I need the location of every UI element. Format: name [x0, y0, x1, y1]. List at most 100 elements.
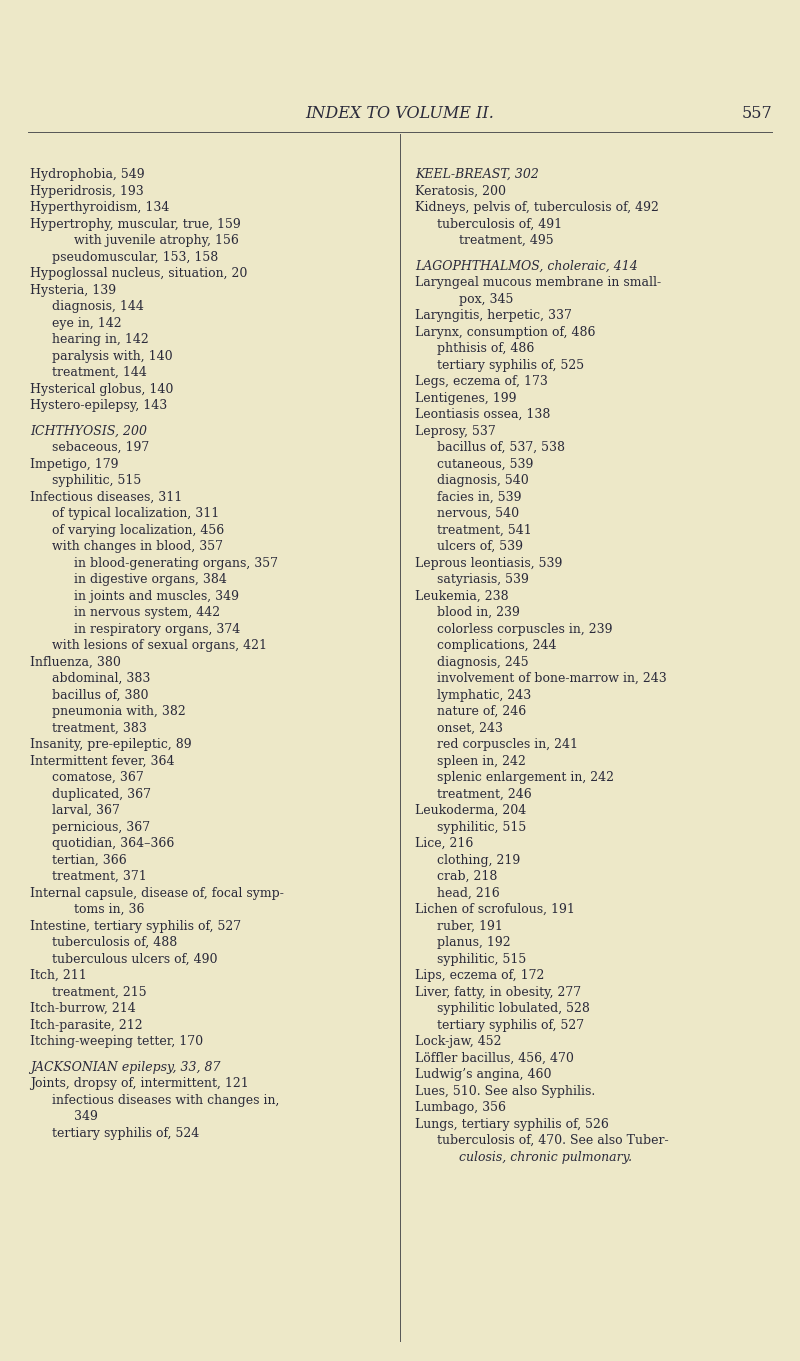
Text: quotidian, 364–366: quotidian, 364–366: [52, 837, 174, 851]
Text: Hysterical globus, 140: Hysterical globus, 140: [30, 382, 174, 396]
Text: tertian, 366: tertian, 366: [52, 853, 126, 867]
Text: treatment, 371: treatment, 371: [52, 870, 146, 883]
Text: ulcers of, 539: ulcers of, 539: [437, 540, 523, 553]
Text: phthisis of, 486: phthisis of, 486: [437, 342, 534, 355]
Text: Itch-burrow, 214: Itch-burrow, 214: [30, 1002, 136, 1015]
Text: ruber, 191: ruber, 191: [437, 920, 503, 932]
Text: Leprous leontiasis, 539: Leprous leontiasis, 539: [415, 557, 562, 569]
Text: cutaneous, 539: cutaneous, 539: [437, 457, 534, 471]
Text: colorless corpuscles in, 239: colorless corpuscles in, 239: [437, 622, 613, 636]
Text: planus, 192: planus, 192: [437, 936, 510, 949]
Text: crab, 218: crab, 218: [437, 870, 498, 883]
Text: toms in, 36: toms in, 36: [74, 904, 145, 916]
Text: splenic enlargement in, 242: splenic enlargement in, 242: [437, 772, 614, 784]
Text: Lice, 216: Lice, 216: [415, 837, 474, 851]
Text: treatment, 215: treatment, 215: [52, 985, 146, 999]
Text: bacillus of, 380: bacillus of, 380: [52, 689, 149, 701]
Text: syphilitic, 515: syphilitic, 515: [437, 953, 526, 965]
Text: Legs, eczema of, 173: Legs, eczema of, 173: [415, 376, 548, 388]
Text: Lumbago, 356: Lumbago, 356: [415, 1101, 506, 1115]
Text: larval, 367: larval, 367: [52, 804, 120, 817]
Text: Lues, 510. See also Syphilis.: Lues, 510. See also Syphilis.: [415, 1085, 595, 1097]
Text: Intermittent fever, 364: Intermittent fever, 364: [30, 754, 174, 768]
Text: Hypoglossal nucleus, situation, 20: Hypoglossal nucleus, situation, 20: [30, 267, 247, 280]
Text: ICHTHYOSIS, 200: ICHTHYOSIS, 200: [30, 425, 147, 438]
Text: treatment, 144: treatment, 144: [52, 366, 147, 378]
Text: sebaceous, 197: sebaceous, 197: [52, 441, 150, 455]
Text: involvement of bone-marrow in, 243: involvement of bone-marrow in, 243: [437, 672, 666, 685]
Text: with lesions of sexual organs, 421: with lesions of sexual organs, 421: [52, 640, 267, 652]
Text: Liver, fatty, in obesity, 277: Liver, fatty, in obesity, 277: [415, 985, 581, 999]
Text: tuberculosis of, 488: tuberculosis of, 488: [52, 936, 178, 949]
Text: Leprosy, 537: Leprosy, 537: [415, 425, 496, 438]
Text: Löffler bacillus, 456, 470: Löffler bacillus, 456, 470: [415, 1052, 574, 1064]
Text: diagnosis, 144: diagnosis, 144: [52, 299, 144, 313]
Text: Itch, 211: Itch, 211: [30, 969, 86, 983]
Text: Kidneys, pelvis of, tuberculosis of, 492: Kidneys, pelvis of, tuberculosis of, 492: [415, 201, 659, 214]
Text: onset, 243: onset, 243: [437, 721, 503, 735]
Text: complications, 244: complications, 244: [437, 640, 557, 652]
Text: infectious diseases with changes in,: infectious diseases with changes in,: [52, 1094, 279, 1106]
Text: spleen in, 242: spleen in, 242: [437, 754, 526, 768]
Text: Internal capsule, disease of, focal symp-: Internal capsule, disease of, focal symp…: [30, 886, 284, 900]
Text: with changes in blood, 357: with changes in blood, 357: [52, 540, 223, 553]
Text: KEEL-BREAST, 302: KEEL-BREAST, 302: [415, 167, 539, 181]
Text: of typical localization, 311: of typical localization, 311: [52, 508, 219, 520]
Text: diagnosis, 540: diagnosis, 540: [437, 474, 529, 487]
Text: comatose, 367: comatose, 367: [52, 772, 144, 784]
Text: Hypertrophy, muscular, true, 159: Hypertrophy, muscular, true, 159: [30, 218, 241, 230]
Text: Leukoderma, 204: Leukoderma, 204: [415, 804, 526, 817]
Text: Hyperthyroidism, 134: Hyperthyroidism, 134: [30, 201, 170, 214]
Text: paralysis with, 140: paralysis with, 140: [52, 350, 173, 362]
Text: Itch-parasite, 212: Itch-parasite, 212: [30, 1018, 142, 1032]
Text: hearing in, 142: hearing in, 142: [52, 333, 149, 346]
Text: Keratosis, 200: Keratosis, 200: [415, 185, 506, 197]
Text: Lips, eczema of, 172: Lips, eczema of, 172: [415, 969, 544, 983]
Text: tertiary syphilis of, 525: tertiary syphilis of, 525: [437, 358, 584, 372]
Text: pseudomuscular, 153, 158: pseudomuscular, 153, 158: [52, 250, 218, 264]
Text: red corpuscles in, 241: red corpuscles in, 241: [437, 738, 578, 751]
Text: clothing, 219: clothing, 219: [437, 853, 520, 867]
Text: in respiratory organs, 374: in respiratory organs, 374: [74, 622, 240, 636]
Text: Intestine, tertiary syphilis of, 527: Intestine, tertiary syphilis of, 527: [30, 920, 241, 932]
Text: diagnosis, 245: diagnosis, 245: [437, 656, 529, 668]
Text: LAGOPHTHALMOS, choleraic, 414: LAGOPHTHALMOS, choleraic, 414: [415, 260, 638, 272]
Text: of varying localization, 456: of varying localization, 456: [52, 524, 224, 536]
Text: with juvenile atrophy, 156: with juvenile atrophy, 156: [74, 234, 239, 246]
Text: Leontiasis ossea, 138: Leontiasis ossea, 138: [415, 408, 550, 421]
Text: nature of, 246: nature of, 246: [437, 705, 526, 719]
Text: head, 216: head, 216: [437, 886, 500, 900]
Text: duplicated, 367: duplicated, 367: [52, 788, 151, 800]
Text: bacillus of, 537, 538: bacillus of, 537, 538: [437, 441, 565, 455]
Text: Ludwig’s angina, 460: Ludwig’s angina, 460: [415, 1068, 551, 1081]
Text: Influenza, 380: Influenza, 380: [30, 656, 121, 668]
Text: JACKSONIAN epilepsy, 33, 87: JACKSONIAN epilepsy, 33, 87: [30, 1060, 221, 1074]
Text: tuberculosis of, 491: tuberculosis of, 491: [437, 218, 562, 230]
Text: Joints, dropsy of, intermittent, 121: Joints, dropsy of, intermittent, 121: [30, 1077, 249, 1090]
Text: Itching-weeping tetter, 170: Itching-weeping tetter, 170: [30, 1036, 203, 1048]
Text: pernicious, 367: pernicious, 367: [52, 821, 150, 833]
Text: abdominal, 383: abdominal, 383: [52, 672, 150, 685]
Text: culosis, chronic pulmonary.: culosis, chronic pulmonary.: [459, 1150, 632, 1164]
Text: in digestive organs, 384: in digestive organs, 384: [74, 573, 227, 587]
Text: Hyperidrosis, 193: Hyperidrosis, 193: [30, 185, 144, 197]
Text: syphilitic, 515: syphilitic, 515: [437, 821, 526, 833]
Text: lymphatic, 243: lymphatic, 243: [437, 689, 531, 701]
Text: Hystero-epilepsy, 143: Hystero-epilepsy, 143: [30, 399, 167, 412]
Text: eye in, 142: eye in, 142: [52, 317, 122, 329]
Text: tertiary syphilis of, 527: tertiary syphilis of, 527: [437, 1018, 584, 1032]
Text: INDEX TO VOLUME II.: INDEX TO VOLUME II.: [306, 105, 494, 121]
Text: tuberculous ulcers of, 490: tuberculous ulcers of, 490: [52, 953, 218, 965]
Text: Impetigo, 179: Impetigo, 179: [30, 457, 118, 471]
Text: satyriasis, 539: satyriasis, 539: [437, 573, 529, 587]
Text: syphilitic, 515: syphilitic, 515: [52, 474, 142, 487]
Text: 349: 349: [74, 1111, 98, 1123]
Text: treatment, 541: treatment, 541: [437, 524, 532, 536]
Text: Lentigenes, 199: Lentigenes, 199: [415, 392, 517, 404]
Text: Laryngitis, herpetic, 337: Laryngitis, herpetic, 337: [415, 309, 572, 323]
Text: tertiary syphilis of, 524: tertiary syphilis of, 524: [52, 1127, 199, 1139]
Text: Insanity, pre-epileptic, 89: Insanity, pre-epileptic, 89: [30, 738, 192, 751]
Text: nervous, 540: nervous, 540: [437, 508, 519, 520]
Text: pox, 345: pox, 345: [459, 293, 514, 306]
Text: Lock-jaw, 452: Lock-jaw, 452: [415, 1036, 502, 1048]
